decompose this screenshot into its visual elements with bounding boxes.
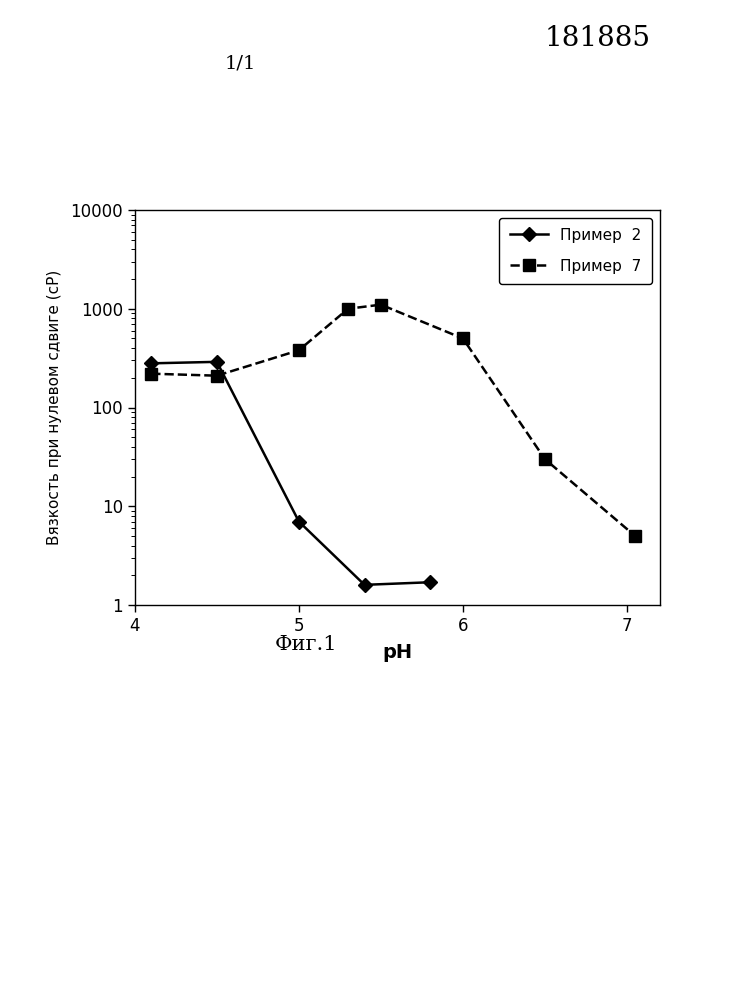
Пример  2 [147, 357, 155, 369]
Legend: Пример  2, Пример  7: Пример 2, Пример 7 [499, 218, 652, 284]
Пример  7 [376, 299, 385, 311]
Пример  2 [213, 356, 222, 368]
Пример  7 [213, 370, 222, 382]
Пример  7 [631, 530, 639, 542]
Пример  2 [426, 576, 434, 588]
Пример  7 [343, 303, 352, 315]
Пример  2 [360, 579, 369, 591]
Text: 181885: 181885 [545, 25, 651, 52]
Text: Фиг.1: Фиг.1 [275, 635, 338, 654]
Пример  7 [295, 344, 303, 356]
Line: Пример  2: Пример 2 [147, 357, 435, 590]
Y-axis label: Вязкость при нулевом сдвиге (сР): Вязкость при нулевом сдвиге (сР) [47, 270, 62, 545]
Line: Пример  7: Пример 7 [146, 299, 641, 542]
Пример  7 [147, 368, 155, 380]
Пример  7 [541, 453, 550, 465]
Пример  2 [295, 516, 303, 528]
Пример  7 [459, 332, 467, 344]
Text: 1/1: 1/1 [225, 55, 257, 73]
X-axis label: pH: pH [382, 643, 413, 662]
